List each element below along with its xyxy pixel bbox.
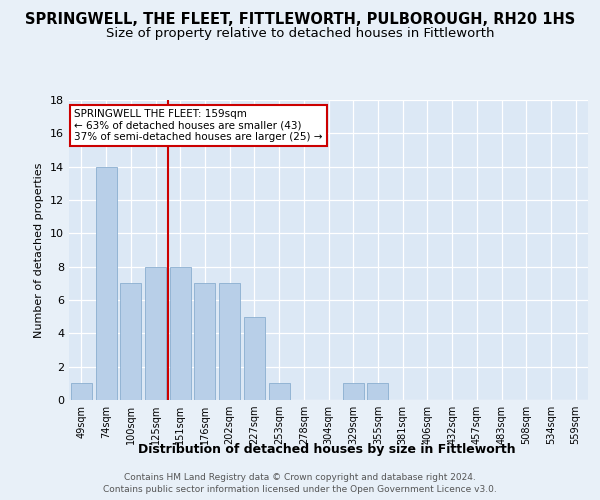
Bar [170,266,191,400]
Bar [95,166,116,400]
Text: Distribution of detached houses by size in Fittleworth: Distribution of detached houses by size … [138,442,516,456]
Text: Size of property relative to detached houses in Fittleworth: Size of property relative to detached ho… [106,28,494,40]
Text: Contains public sector information licensed under the Open Government Licence v3: Contains public sector information licen… [103,485,497,494]
Bar [71,384,92,400]
Bar [194,284,215,400]
Y-axis label: Number of detached properties: Number of detached properties [34,162,44,338]
Text: SPRINGWELL, THE FLEET, FITTLEWORTH, PULBOROUGH, RH20 1HS: SPRINGWELL, THE FLEET, FITTLEWORTH, PULB… [25,12,575,28]
Bar [343,384,364,400]
Bar [269,384,290,400]
Bar [145,266,166,400]
Bar [367,384,388,400]
Text: Contains HM Land Registry data © Crown copyright and database right 2024.: Contains HM Land Registry data © Crown c… [124,472,476,482]
Text: SPRINGWELL THE FLEET: 159sqm
← 63% of detached houses are smaller (43)
37% of se: SPRINGWELL THE FLEET: 159sqm ← 63% of de… [74,109,323,142]
Bar [244,316,265,400]
Bar [120,284,141,400]
Bar [219,284,240,400]
